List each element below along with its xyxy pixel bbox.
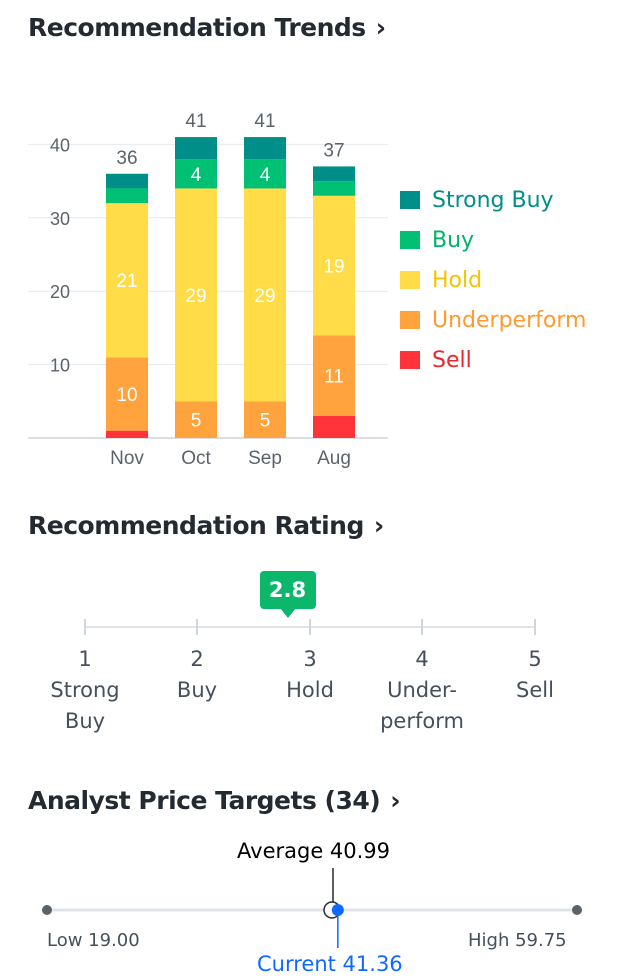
y-tick-label: 20 (50, 282, 70, 302)
analyst-price-targets-label: Analyst Price Targets (34) (28, 786, 381, 815)
bar-total-label: 36 (116, 148, 137, 169)
bar-segment-underperform (175, 401, 217, 438)
legend-item-sell: Sell (400, 340, 586, 380)
x-tick-label: Oct (181, 448, 211, 469)
segment-value-label: 29 (185, 286, 206, 307)
y-tick-label: 30 (50, 209, 70, 229)
bar-segment-hold (106, 203, 148, 358)
rating-scale-label: 2 Buy (176, 647, 218, 702)
bar-segment-underperform (244, 401, 286, 438)
chevron-right-icon: › (373, 511, 384, 540)
legend-swatch (400, 231, 420, 249)
segment-value-label: 5 (191, 411, 202, 432)
legend-swatch (400, 311, 420, 329)
current-price-label: Current 41.36 (257, 952, 403, 976)
legend-swatch (400, 351, 420, 369)
bar-total-label: 41 (254, 111, 275, 132)
bar-segment-buy (313, 181, 355, 196)
segment-value-label: 11 (324, 367, 344, 388)
rating-scale (84, 619, 536, 635)
legend-item-strong-buy: Strong Buy (400, 180, 586, 220)
chevron-right-icon: › (390, 786, 400, 815)
bar-segment-sell (106, 430, 148, 438)
bar-segment-sell (313, 415, 355, 438)
bar-segment-buy (106, 188, 148, 204)
chevron-right-icon: › (375, 13, 386, 42)
legend-label: Buy (432, 227, 475, 253)
x-tick-label: Aug (317, 448, 351, 469)
bar-segment-strong-buy (313, 166, 355, 182)
segment-value-label: 4 (260, 165, 271, 186)
recommendation-rating-title[interactable]: Recommendation Rating › (28, 511, 384, 540)
recommendation-trends-title[interactable]: Recommendation Trends › (28, 13, 386, 42)
analyst-price-targets-title[interactable]: Analyst Price Targets (34) › (28, 786, 400, 815)
bar-segment-strong-buy (244, 137, 286, 160)
average-price-label: Average 40.99 (237, 839, 391, 863)
legend-item-underperform: Underperform (400, 300, 586, 340)
segment-value-label: 10 (116, 385, 137, 406)
bar-segment-underperform (313, 335, 355, 416)
bar-segment-hold (313, 195, 355, 336)
recommendation-trends-label: Recommendation Trends (28, 13, 366, 42)
legend-label: Strong Buy (432, 187, 554, 213)
recommendation-trends-chart: 10 20 30 40 Nov 36 Oct 41 Sep 41 Aug 37 10 21 5 29 4 5 29 4… (28, 111, 388, 469)
bar-total-label: 41 (185, 111, 206, 132)
current-marker (331, 904, 344, 916)
rating-value-badge: 2.8 (259, 571, 316, 618)
y-tick-label: 40 (50, 135, 70, 155)
price-target-range (42, 868, 582, 948)
legend-label: Sell (432, 347, 472, 373)
recommendation-rating-label: Recommendation Rating (28, 511, 364, 540)
high-marker (572, 905, 582, 915)
high-price-label: High 59.75 (468, 930, 567, 951)
segment-value-label: 29 (254, 286, 275, 307)
bar-segment-buy (175, 159, 217, 189)
segment-value-label: 21 (116, 271, 137, 292)
rating-scale-label: 4 Under-perform (380, 647, 464, 733)
segment-value-label: 5 (260, 411, 271, 432)
low-marker (42, 905, 52, 915)
legend-item-hold: Hold (400, 260, 586, 300)
x-tick-label: Nov (110, 448, 144, 469)
y-tick-label: 10 (50, 356, 70, 376)
x-tick-label: Sep (248, 448, 282, 469)
legend-label: Underperform (432, 307, 587, 333)
bar-segment-hold (175, 188, 217, 402)
rating-scale-label: 3 Hold (286, 647, 334, 702)
bar-segment-strong-buy (106, 173, 148, 189)
bar-total-label: 37 (323, 140, 344, 161)
rating-scale-label: 1 Strong Buy (50, 647, 120, 733)
bar-segment-hold (244, 188, 286, 402)
low-price-label: Low 19.00 (47, 930, 140, 951)
chart-legend: Strong Buy Buy Hold Underperform Sell (400, 180, 586, 380)
bar-segment-strong-buy (175, 137, 217, 160)
legend-label: Hold (432, 267, 483, 293)
segment-value-label: 19 (323, 257, 344, 278)
segment-value-label: 4 (191, 165, 202, 186)
bar-segment-buy (244, 159, 286, 189)
legend-swatch (400, 271, 420, 289)
legend-item-buy: Buy (400, 220, 586, 260)
bar-segment-underperform (106, 357, 148, 431)
legend-swatch (400, 191, 420, 209)
rating-scale-label: 5 Sell (516, 647, 554, 702)
